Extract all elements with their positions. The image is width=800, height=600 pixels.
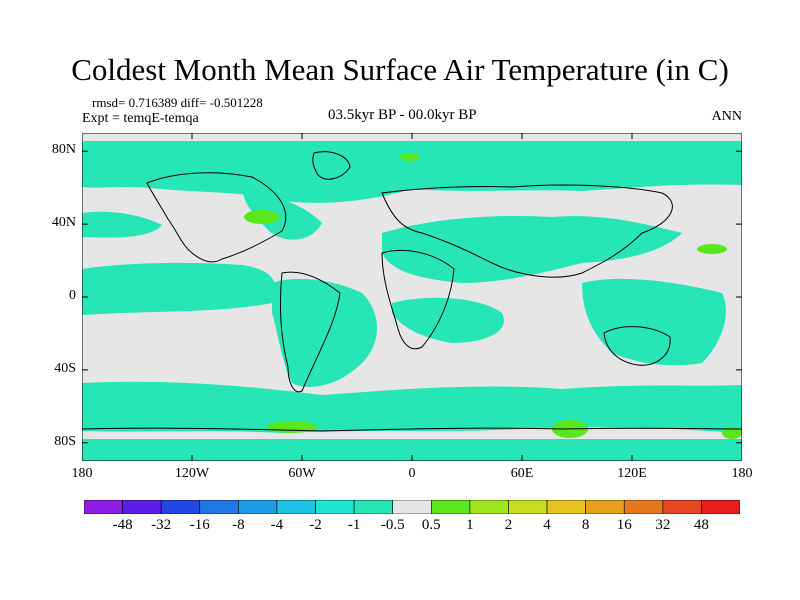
colorbar-label: -2: [309, 517, 322, 533]
lon-tick-label: 120E: [617, 466, 647, 481]
colorbar-box: [392, 500, 432, 514]
colorbar-box: [315, 500, 355, 514]
period-label: 03.5kyr BP - 00.0kyr BP: [328, 107, 477, 123]
temperature-map: [82, 133, 742, 461]
anomaly-regions: [82, 141, 742, 461]
colorbar-box: [623, 500, 664, 514]
colorbar-label: -16: [189, 517, 210, 533]
colorbar-box: [122, 500, 162, 514]
plot-title: Coldest Month Mean Surface Air Temperatu…: [71, 52, 729, 87]
colorbar-box: [662, 500, 702, 514]
colorbar-label: 16: [616, 517, 632, 533]
colorbar: [84, 500, 740, 514]
colorbar-label: -0.5: [380, 517, 405, 533]
colorbar-box: [353, 500, 394, 514]
lon-tick-label: 180: [71, 466, 93, 481]
colorbar-label: 2: [504, 517, 513, 533]
lon-tick-label: 60E: [510, 466, 534, 481]
lon-tick-label: 180: [731, 466, 753, 481]
lat-tick-label: 80N: [51, 142, 76, 158]
colorbar-box: [199, 500, 239, 514]
colorbar-label: -1: [347, 517, 361, 533]
lat-tick-label: 40N: [51, 215, 76, 231]
lat-tick-label: 80S: [54, 433, 76, 449]
colorbar-label: 4: [543, 517, 551, 533]
axis-ticks: [82, 133, 742, 461]
lat-tick-label: 0: [69, 288, 76, 303]
colorbar-box: [508, 500, 548, 514]
colorbar-label: 32: [655, 517, 671, 533]
colorbar-box: [701, 500, 740, 514]
season-label: ANN: [711, 109, 742, 124]
colorbar-label: 1: [466, 517, 474, 533]
colorbar-label: -8: [232, 517, 245, 533]
stats-label: rmsd= 0.716389 diff= -0.501228: [92, 95, 263, 110]
colorbar-box: [276, 500, 316, 514]
colorbar-box: [84, 500, 123, 514]
lon-tick-label: 0: [408, 466, 416, 481]
colorbar-box: [585, 500, 625, 514]
lon-tick-label: 60W: [288, 466, 316, 481]
colorbar-label: 0.5: [421, 517, 441, 533]
colorbar-label: -4: [270, 517, 284, 533]
colorbar-box: [430, 500, 471, 514]
colorbar-box: [469, 500, 509, 514]
lat-tick-label: 40S: [54, 360, 76, 376]
coastlines: [82, 151, 742, 432]
experiment-label: Expt = temqE-temqa: [82, 111, 199, 126]
colorbar-box: [238, 500, 278, 514]
colorbar-box: [160, 500, 201, 514]
colorbar-label: -32: [151, 517, 172, 533]
lon-tick-label: 120W: [174, 466, 210, 481]
colorbar-label: 8: [581, 517, 590, 533]
colorbar-label: 48: [693, 517, 709, 533]
colorbar-box: [546, 500, 586, 514]
colorbar-label: -48: [112, 517, 133, 533]
